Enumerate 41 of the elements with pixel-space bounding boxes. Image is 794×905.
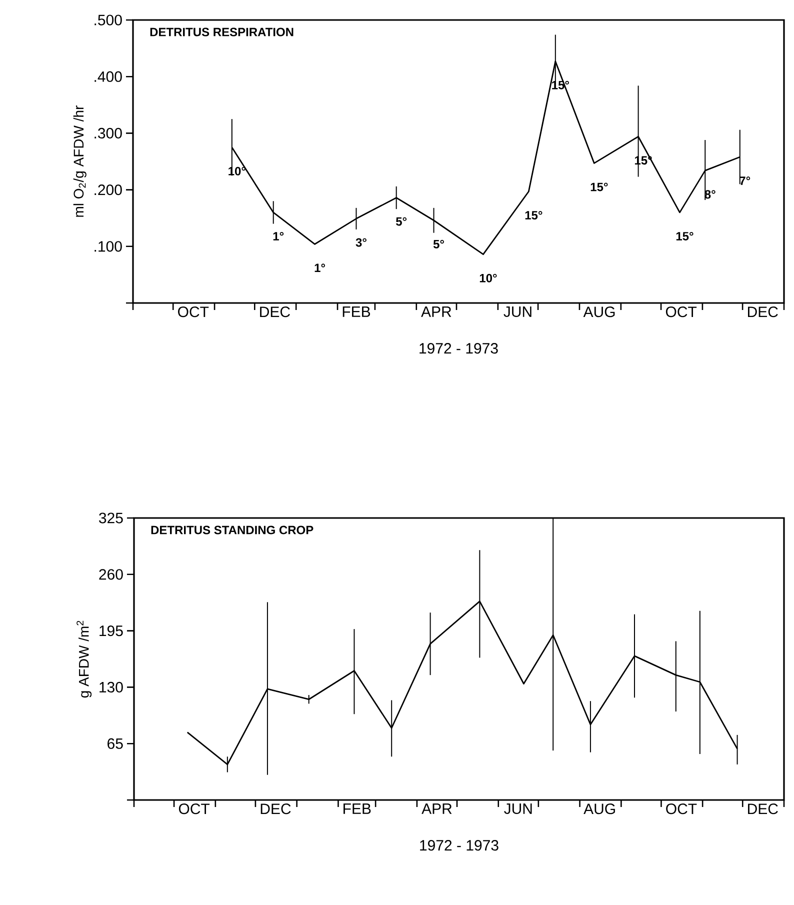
x-tick-label: OCT — [178, 306, 209, 318]
y-tick-label: .200 — [94, 184, 122, 196]
x-tick-label: FEB — [342, 306, 370, 317]
x-tick-label: APR — [422, 804, 452, 814]
x-tick-label: OCT — [666, 306, 697, 318]
annotation: 5° — [433, 240, 444, 248]
x-tick-label: AUG — [584, 804, 615, 814]
x-tick-label: JUN — [504, 804, 532, 814]
y-tick-label: 195 — [100, 625, 123, 636]
y-tick-label: .300 — [94, 128, 122, 139]
annotation: 15° — [590, 182, 608, 192]
y-tick-label: .100 — [94, 241, 122, 252]
x-tick-label: DEC — [260, 804, 291, 814]
annotation: 3° — [356, 238, 366, 247]
y-tick-label: 325 — [99, 512, 123, 524]
x-tick-label: APR — [421, 306, 452, 317]
x-axis-title: 1972 - 1973 — [420, 343, 498, 354]
y-tick-label: 260 — [99, 569, 123, 580]
x-tick-label: OCT — [178, 804, 210, 814]
x-axis-title: 1972 - 1973 — [420, 840, 498, 851]
x-tick-label: FEB — [344, 804, 371, 814]
annotation: 5° — [396, 217, 407, 226]
x-tick-label: AUG — [583, 306, 615, 318]
y-tick-label: .400 — [94, 71, 122, 82]
text: DETRITUS STANDING CROP — [151, 526, 314, 534]
annotation: 15° — [525, 211, 542, 220]
annotation: 10° — [480, 274, 497, 282]
x-tick-label: DEC — [748, 306, 778, 318]
text: DETRITUS RESPIRATION — [150, 28, 294, 36]
x-tick-label: DEC — [260, 306, 290, 318]
y-axis-title: g AFDW /m$^{2}$ — [76, 620, 92, 698]
annotation: 1° — [273, 232, 284, 240]
y-tick-label: .500 — [94, 14, 122, 26]
y-tick-label: 65 — [108, 738, 123, 749]
x-tick-label: OCT — [666, 804, 697, 814]
y-tick-label: 130 — [100, 682, 123, 693]
x-tick-label: JUN — [504, 306, 532, 317]
y-axis-title: ml O$_{2}$/g AFDW /hr — [73, 105, 86, 217]
annotation: 15° — [676, 232, 694, 240]
annotation: 1° — [314, 264, 326, 272]
x-tick-label: DEC — [748, 804, 778, 814]
